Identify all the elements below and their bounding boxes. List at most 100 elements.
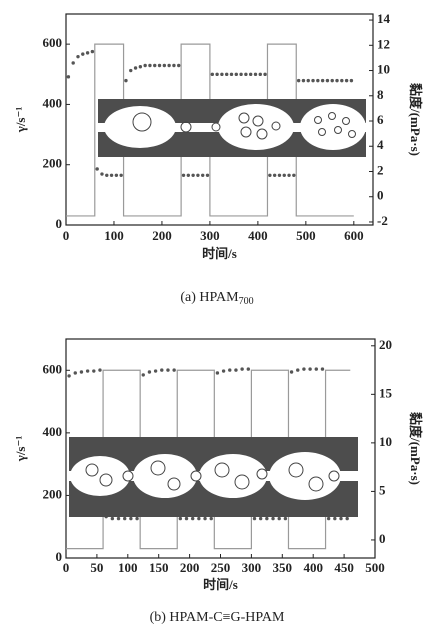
viscosity-point xyxy=(282,173,286,177)
caption: (a) HPAM700 xyxy=(180,290,253,307)
y2-tick-label: -2 xyxy=(377,213,388,228)
x-tick-label: 50 xyxy=(90,560,103,575)
viscosity-point xyxy=(224,72,229,77)
x-tick-label: 450 xyxy=(334,560,354,575)
viscosity-point xyxy=(292,173,296,177)
viscosity-point xyxy=(166,368,170,372)
viscosity-point xyxy=(71,61,75,65)
y2-tick-label: 10 xyxy=(377,62,390,77)
viscosity-point xyxy=(67,374,71,378)
viscosity-point xyxy=(81,52,85,56)
viscosity-point xyxy=(172,368,176,372)
viscosity-point xyxy=(100,172,104,176)
x-tick-label: 100 xyxy=(118,560,138,575)
viscosity-point xyxy=(263,72,267,77)
y2-tick-label: 0 xyxy=(379,531,386,546)
viscosity-point xyxy=(296,78,301,83)
viscosity-point xyxy=(234,72,238,77)
caption-text: (b) HPAM-C≡G-HPAM xyxy=(150,610,285,625)
viscosity-point xyxy=(109,173,114,177)
viscosity-point xyxy=(190,516,195,521)
viscosity-point xyxy=(184,516,189,521)
viscosity-point xyxy=(244,72,248,77)
viscosity-point xyxy=(162,63,167,68)
viscosity-point xyxy=(326,516,331,521)
y-axis-title: γ/s⁻¹ xyxy=(13,436,28,463)
viscosity-point xyxy=(340,78,344,83)
viscosity-point xyxy=(143,63,147,68)
caption-text: (a) HPAM xyxy=(180,290,239,305)
x-tick-label: 300 xyxy=(200,228,220,243)
viscosity-point xyxy=(228,368,232,372)
viscosity-point xyxy=(181,173,186,177)
viscosity-point xyxy=(271,516,275,521)
viscosity-point xyxy=(306,78,310,83)
viscosity-point xyxy=(248,72,253,77)
x-tick-label: 500 xyxy=(365,560,385,575)
viscosity-point xyxy=(153,63,157,68)
viscosity-point xyxy=(119,173,123,177)
viscosity-point xyxy=(98,368,102,372)
viscosity-point xyxy=(277,516,281,521)
x-tick-label: 200 xyxy=(152,228,172,243)
y2-tick-label: 6 xyxy=(377,112,384,127)
viscosity-point xyxy=(289,370,294,374)
viscosity-point xyxy=(308,367,312,371)
viscosity-point xyxy=(76,54,80,59)
viscosity-point xyxy=(221,369,226,373)
viscosity-point xyxy=(177,63,181,68)
plots: 0 100 200 300 400 500 6000200400600-2024681012… xyxy=(13,11,423,625)
viscosity-point xyxy=(105,173,109,177)
viscosity-point xyxy=(252,516,257,521)
viscosity-point xyxy=(220,72,224,77)
viscosity-point xyxy=(90,49,95,54)
y2-axis-title: 黏度/(mPa·s) xyxy=(408,83,423,156)
viscosity-point xyxy=(129,516,133,521)
x-tick-label: 500 xyxy=(296,228,316,243)
y2-tick-label: 12 xyxy=(377,36,390,51)
viscosity-point xyxy=(178,516,183,521)
x-axis-title: 时间/s xyxy=(202,246,237,261)
viscosity-point xyxy=(138,65,143,69)
viscosity-point xyxy=(344,78,349,83)
viscosity-point xyxy=(330,78,334,83)
caption: (b) HPAM-C≡G-HPAM xyxy=(150,610,285,625)
viscosity-point xyxy=(196,173,200,177)
viscosity-point xyxy=(272,173,277,177)
viscosity-point xyxy=(66,75,71,79)
y-tick-label: 400 xyxy=(43,95,63,110)
viscosity-point xyxy=(239,72,243,77)
viscosity-point xyxy=(268,173,272,177)
y-tick-label: 400 xyxy=(43,424,63,439)
viscosity-point xyxy=(335,78,339,83)
y-tick-label: 0 xyxy=(56,216,63,231)
viscosity-point xyxy=(197,516,201,521)
viscosity-point xyxy=(203,516,207,521)
viscosity-point xyxy=(79,370,84,374)
x-tick-label: 250 xyxy=(211,560,231,575)
viscosity-point xyxy=(167,63,171,68)
shear-rate-line xyxy=(66,43,354,217)
viscosity-point xyxy=(123,516,127,521)
viscosity-point xyxy=(157,63,162,68)
viscosity-point xyxy=(148,63,152,68)
viscosity-point xyxy=(234,368,238,372)
viscosity-point xyxy=(283,516,288,521)
y2-tick-label: 0 xyxy=(377,188,384,203)
viscosity-point xyxy=(205,173,210,177)
y-tick-label: 600 xyxy=(43,35,63,50)
viscosity-point xyxy=(124,78,128,83)
x-tick-label: 0 xyxy=(63,560,70,575)
y-tick-label: 0 xyxy=(56,549,63,564)
viscosity-point xyxy=(133,66,138,70)
y-tick-label: 200 xyxy=(43,486,63,501)
x-tick-label: 0 xyxy=(63,228,70,243)
viscosity-point xyxy=(141,373,145,377)
x-tick-label: 300 xyxy=(242,560,262,575)
viscosity-point xyxy=(345,516,349,521)
viscosity-point xyxy=(301,78,306,83)
viscosity-point xyxy=(246,367,251,371)
viscosity-point xyxy=(215,371,220,375)
flow-illustrations xyxy=(69,99,366,517)
